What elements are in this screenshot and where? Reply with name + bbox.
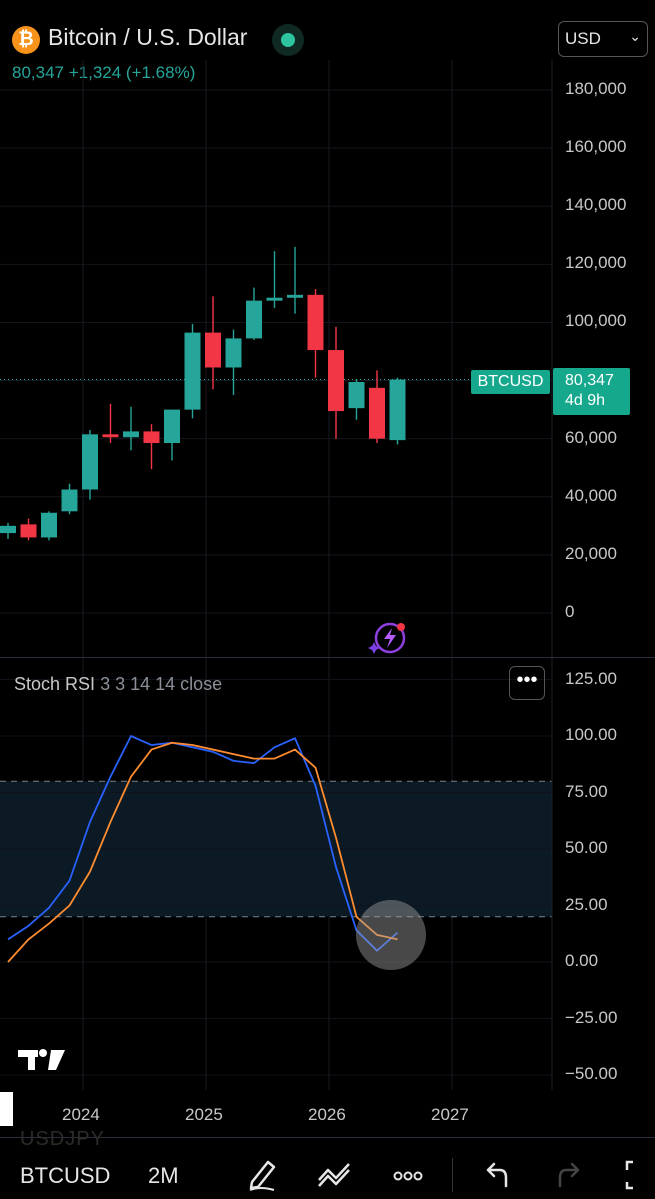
- price-tick-label: 100,000: [565, 311, 627, 331]
- price-change-line: 80,347 +1,324 (+1.68%): [12, 63, 196, 82]
- touch-indicator: [356, 900, 426, 970]
- candle-body: [143, 431, 160, 444]
- price-tick-label: 40,000: [565, 485, 617, 505]
- candle-body: [164, 409, 180, 444]
- candle-body: [0, 525, 16, 534]
- candle-body: [307, 294, 324, 351]
- ai-assistant-icon[interactable]: [368, 620, 408, 656]
- indicator-tick-label: 75.00: [565, 781, 608, 801]
- background-symbol-hint: USDJPY: [20, 1128, 105, 1150]
- indicators-icon[interactable]: [316, 1156, 352, 1192]
- candle-body: [205, 332, 221, 368]
- side-tab-handle[interactable]: [0, 1092, 13, 1126]
- last-price-tag: 80,347 4d 9h: [553, 368, 630, 415]
- time-tick-label: 2026: [308, 1105, 346, 1124]
- candle-body: [287, 294, 303, 298]
- candle-body: [20, 524, 37, 538]
- bar-countdown: 4d 9h: [565, 392, 606, 409]
- candle-body: [348, 382, 365, 409]
- interval-button[interactable]: 2M: [148, 1163, 179, 1188]
- bitcoin-icon: ₿: [12, 26, 40, 54]
- candle-body: [389, 379, 406, 441]
- last-price: 80,347: [565, 372, 614, 389]
- currency-select[interactable]: USD ⌄: [558, 21, 648, 57]
- stoch-series-line: [7, 741, 398, 963]
- price-tick-label: 20,000: [565, 543, 617, 563]
- indicator-tick-label: −50.00: [565, 1064, 618, 1083]
- symbol-title[interactable]: Bitcoin / U.S. Dollar: [48, 24, 248, 50]
- indicator-tick-label: 125.00: [565, 668, 617, 688]
- time-tick-label: 2027: [431, 1105, 469, 1124]
- candle-body: [369, 387, 385, 439]
- chevron-down-icon: ⌄: [629, 28, 641, 44]
- indicator-tick-label: −25.00: [565, 1007, 618, 1027]
- more-horizontal-icon[interactable]: [390, 1156, 426, 1192]
- market-open-dot-icon: [281, 33, 295, 47]
- candle-body: [123, 431, 139, 438]
- candle-body: [41, 512, 57, 538]
- fullscreen-icon[interactable]: [619, 1156, 655, 1192]
- symbol-button[interactable]: BTCUSD: [20, 1163, 111, 1188]
- indicator-tick-label: 50.00: [565, 838, 608, 857]
- chart-canvas[interactable]: [0, 0, 655, 1140]
- indicator-tick-label: 100.00: [565, 725, 617, 744]
- candle-body: [61, 489, 78, 512]
- stoch-series-line: [7, 735, 399, 952]
- indicator-tick-label: 0.00: [565, 951, 599, 970]
- candle-body: [328, 350, 344, 412]
- currency-value: USD: [565, 29, 601, 48]
- candle-body: [102, 434, 119, 438]
- indicator-tick-label: 25.00: [565, 894, 608, 914]
- toolbar-divider: [452, 1158, 453, 1192]
- time-tick-label: 2025: [185, 1105, 223, 1124]
- candle-body: [184, 332, 201, 410]
- indicator-name: Stoch RSI: [14, 674, 96, 694]
- indicator-more-button[interactable]: •••: [509, 666, 545, 700]
- candle-body: [82, 434, 98, 490]
- candle-body: [225, 338, 242, 368]
- price-tick-label: 180,000: [565, 79, 627, 98]
- candle-body: [246, 300, 262, 339]
- pane-separator[interactable]: [0, 657, 655, 658]
- price-tick-label: 160,000: [565, 137, 627, 157]
- time-tick-label: 2024: [62, 1105, 100, 1124]
- tradingview-logo-icon: [18, 1049, 65, 1070]
- redo-icon[interactable]: [552, 1156, 588, 1192]
- candle-body: [266, 297, 283, 301]
- indicator-legend[interactable]: Stoch RSI 3 3 14 14 close: [14, 674, 222, 695]
- undo-icon[interactable]: [478, 1156, 514, 1192]
- price-tick-label: 0: [565, 602, 575, 621]
- indicator-params: 3 3 14 14 close: [100, 674, 223, 694]
- price-tick-label: 120,000: [565, 253, 627, 273]
- toolbar-separator: [0, 1137, 655, 1138]
- price-tick-label: 140,000: [565, 195, 627, 215]
- price-tick-label: 60,000: [565, 427, 617, 447]
- draw-pencil-icon[interactable]: [244, 1156, 280, 1192]
- symbol-price-tag: BTCUSD: [471, 370, 550, 394]
